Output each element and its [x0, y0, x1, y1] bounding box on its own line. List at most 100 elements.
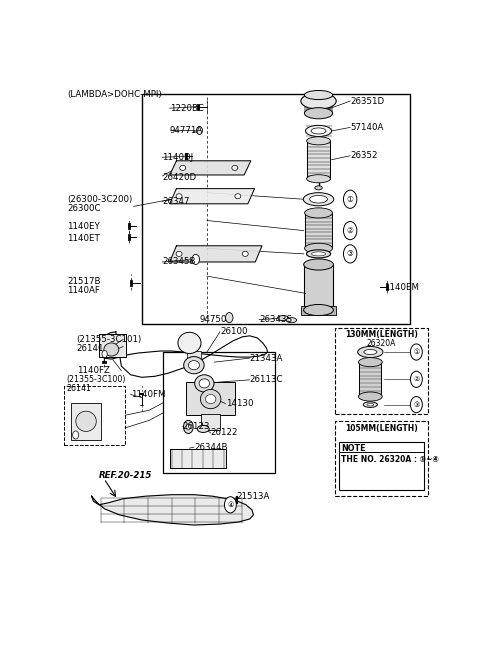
Ellipse shape	[311, 128, 326, 134]
Ellipse shape	[359, 392, 382, 401]
Text: 21517B: 21517B	[67, 277, 101, 286]
Text: 26141: 26141	[67, 384, 92, 393]
Ellipse shape	[205, 394, 216, 403]
Text: 1140ET: 1140ET	[67, 234, 100, 242]
Text: 26351D: 26351D	[350, 97, 384, 106]
Polygon shape	[170, 189, 254, 204]
Text: 14130: 14130	[226, 399, 253, 408]
Circle shape	[344, 190, 357, 208]
Text: 26320A: 26320A	[367, 339, 396, 348]
Bar	[163, 352, 275, 474]
Ellipse shape	[306, 250, 331, 258]
Bar	[359, 362, 382, 397]
Text: (21355-3C101): (21355-3C101)	[77, 335, 142, 344]
Circle shape	[102, 350, 107, 357]
Ellipse shape	[315, 186, 322, 190]
Circle shape	[344, 245, 357, 263]
Ellipse shape	[304, 304, 334, 315]
Ellipse shape	[363, 402, 377, 407]
Text: 1140FM: 1140FM	[131, 390, 165, 399]
Ellipse shape	[305, 243, 333, 254]
Ellipse shape	[232, 166, 238, 170]
Ellipse shape	[303, 193, 334, 206]
Text: 26122: 26122	[211, 428, 238, 438]
Polygon shape	[170, 161, 251, 175]
Text: 26343S: 26343S	[259, 315, 292, 324]
Ellipse shape	[359, 357, 382, 367]
Bar	[300, 306, 336, 315]
Ellipse shape	[304, 108, 333, 119]
Text: (LAMBDA>DOHC-MPI): (LAMBDA>DOHC-MPI)	[67, 90, 162, 99]
Text: ②: ②	[347, 226, 354, 235]
Ellipse shape	[301, 93, 336, 109]
Text: ①: ①	[413, 349, 420, 355]
Text: 26100: 26100	[220, 327, 248, 336]
Text: 26345B: 26345B	[162, 258, 196, 267]
Text: ③: ③	[347, 250, 354, 258]
Ellipse shape	[364, 350, 377, 355]
Text: 26347: 26347	[162, 196, 190, 206]
Text: 1140EY: 1140EY	[67, 222, 100, 231]
Text: 21513A: 21513A	[237, 491, 270, 501]
Text: 1140DJ: 1140DJ	[162, 153, 193, 162]
Text: THE NO. 26320A : ①~④: THE NO. 26320A : ①~④	[341, 455, 439, 464]
Ellipse shape	[201, 390, 221, 409]
Bar	[142, 94, 409, 324]
Ellipse shape	[180, 166, 186, 170]
Text: 130MM(LENGTH): 130MM(LENGTH)	[345, 330, 418, 339]
Polygon shape	[170, 246, 262, 262]
Text: 26123: 26123	[183, 422, 210, 431]
Bar	[64, 386, 125, 445]
Circle shape	[196, 126, 203, 135]
Text: 26344B: 26344B	[194, 443, 228, 451]
Text: 57140A: 57140A	[350, 123, 384, 132]
Circle shape	[192, 254, 200, 265]
Bar	[335, 328, 428, 414]
Text: 1140AF: 1140AF	[67, 286, 100, 295]
Circle shape	[410, 397, 422, 413]
Ellipse shape	[178, 332, 201, 353]
Text: NOTE: NOTE	[341, 444, 366, 453]
Text: ④: ④	[227, 502, 234, 508]
Circle shape	[225, 497, 236, 513]
Circle shape	[344, 221, 357, 240]
Ellipse shape	[305, 208, 333, 218]
Bar	[304, 265, 333, 310]
Circle shape	[183, 420, 193, 434]
Ellipse shape	[307, 137, 330, 145]
Ellipse shape	[199, 379, 210, 388]
Bar	[202, 415, 220, 430]
Ellipse shape	[304, 91, 333, 100]
Ellipse shape	[278, 315, 288, 321]
Ellipse shape	[305, 125, 332, 137]
Ellipse shape	[358, 346, 383, 357]
Bar	[305, 213, 332, 248]
Bar	[335, 421, 428, 496]
Text: REF.20-215: REF.20-215	[99, 472, 153, 480]
Text: 26141: 26141	[77, 344, 104, 353]
Bar	[186, 382, 235, 415]
Ellipse shape	[304, 259, 334, 270]
Text: (21355-3C100): (21355-3C100)	[67, 375, 126, 384]
Ellipse shape	[242, 252, 248, 256]
Ellipse shape	[195, 374, 214, 392]
Ellipse shape	[310, 195, 327, 203]
Text: 94750: 94750	[200, 315, 227, 324]
Ellipse shape	[307, 175, 330, 183]
Text: 1220BC: 1220BC	[170, 104, 204, 113]
Circle shape	[410, 344, 422, 360]
Text: 26113C: 26113C	[250, 375, 283, 384]
Ellipse shape	[312, 252, 325, 256]
Text: 94771A: 94771A	[170, 126, 203, 135]
Ellipse shape	[188, 361, 200, 370]
Text: 21343A: 21343A	[250, 353, 283, 363]
Polygon shape	[92, 495, 253, 525]
Bar	[339, 442, 424, 490]
Text: 1140EM: 1140EM	[384, 283, 419, 292]
Ellipse shape	[197, 425, 209, 432]
Text: 26300C: 26300C	[67, 204, 101, 214]
Ellipse shape	[104, 343, 119, 356]
Text: ①: ①	[347, 194, 354, 204]
Ellipse shape	[367, 403, 374, 406]
Ellipse shape	[235, 194, 241, 198]
